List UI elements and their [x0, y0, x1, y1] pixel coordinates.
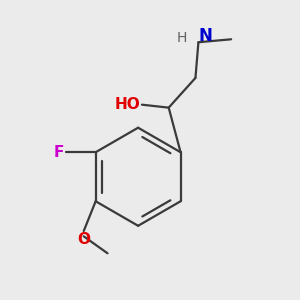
Text: H: H [176, 31, 187, 45]
Text: HO: HO [115, 97, 140, 112]
Text: F: F [53, 145, 64, 160]
Text: N: N [198, 27, 212, 45]
Text: O: O [77, 232, 90, 247]
